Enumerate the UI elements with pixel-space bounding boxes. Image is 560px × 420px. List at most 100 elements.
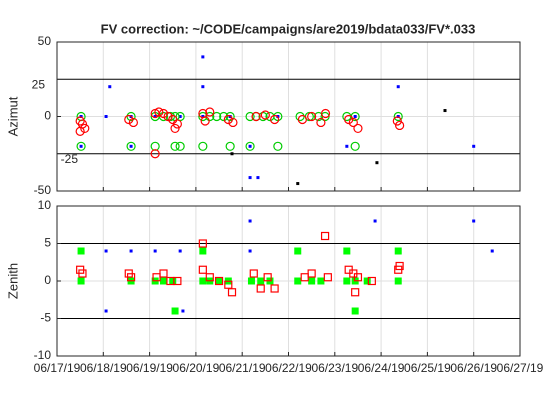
point xyxy=(443,109,447,113)
x-tick-label: 06/21/19 xyxy=(219,361,266,375)
point xyxy=(128,117,138,128)
point xyxy=(78,269,87,278)
point xyxy=(270,284,279,293)
point xyxy=(205,107,215,117)
reference-label: 25 xyxy=(32,77,46,91)
point xyxy=(198,265,207,274)
point xyxy=(159,277,167,285)
point xyxy=(395,120,405,131)
point xyxy=(273,111,283,122)
y-tick-label: -5 xyxy=(40,311,51,325)
point xyxy=(248,176,252,180)
point xyxy=(373,219,377,223)
point xyxy=(251,111,261,122)
point xyxy=(124,114,134,125)
point xyxy=(295,111,305,122)
y-tick-label: 50 xyxy=(38,34,52,48)
point xyxy=(320,231,330,241)
y-tick-label: 0 xyxy=(44,273,51,287)
point xyxy=(245,141,255,151)
point xyxy=(230,152,234,156)
point xyxy=(294,247,302,255)
point xyxy=(348,117,358,128)
x-tick-label: 06/17/19 xyxy=(34,361,81,375)
point xyxy=(351,288,360,297)
point xyxy=(256,284,265,293)
point xyxy=(225,141,235,151)
point xyxy=(129,144,133,148)
x-tick-label: 06/23/19 xyxy=(311,361,358,375)
point xyxy=(181,309,185,313)
point xyxy=(173,276,182,286)
point xyxy=(158,108,169,119)
point xyxy=(351,307,359,315)
point xyxy=(77,247,85,255)
point xyxy=(363,277,371,285)
point xyxy=(294,277,302,285)
point xyxy=(260,110,270,120)
point xyxy=(129,249,133,253)
point xyxy=(307,111,317,122)
point xyxy=(150,149,160,159)
x-tick-label: 06/20/19 xyxy=(173,361,220,375)
point xyxy=(343,277,351,285)
point xyxy=(394,277,402,285)
point xyxy=(198,239,207,248)
y-tick-label: 5 xyxy=(44,236,51,250)
point xyxy=(104,309,108,313)
point xyxy=(201,85,205,89)
point xyxy=(227,288,237,297)
point xyxy=(212,111,222,122)
point xyxy=(198,111,208,122)
point xyxy=(297,114,307,125)
point xyxy=(80,123,90,134)
x-tick-label: 06/24/19 xyxy=(358,361,405,375)
y-tick-label: -50 xyxy=(34,183,52,197)
point xyxy=(248,219,252,223)
point xyxy=(320,111,330,122)
point xyxy=(228,115,232,118)
point xyxy=(170,123,180,134)
point xyxy=(205,273,214,282)
point xyxy=(214,276,224,286)
point xyxy=(75,116,85,126)
point xyxy=(263,273,272,282)
point xyxy=(108,85,112,89)
x-tick-label: 06/26/19 xyxy=(450,361,497,375)
point xyxy=(219,111,229,122)
point xyxy=(472,219,476,223)
point xyxy=(345,144,349,148)
point xyxy=(178,249,182,253)
point xyxy=(307,269,316,278)
point xyxy=(200,116,210,126)
point xyxy=(248,249,252,253)
point xyxy=(273,141,283,151)
axes-box xyxy=(56,205,521,357)
point xyxy=(472,144,476,148)
point xyxy=(395,261,404,271)
point xyxy=(343,247,351,255)
point xyxy=(153,249,157,253)
axes-box xyxy=(56,41,521,192)
point xyxy=(228,117,238,128)
point xyxy=(353,273,363,282)
reference-label: -25 xyxy=(61,152,79,166)
point xyxy=(394,247,402,255)
point xyxy=(223,114,233,125)
point xyxy=(126,141,136,151)
chart-title: FV correction: ~/CODE/campaigns/are2019/… xyxy=(101,21,476,36)
point xyxy=(153,115,157,118)
point xyxy=(367,276,376,286)
point xyxy=(171,307,179,315)
point xyxy=(308,277,316,285)
point xyxy=(199,247,207,255)
point xyxy=(172,119,182,129)
point xyxy=(323,273,332,282)
point xyxy=(169,277,177,285)
point xyxy=(104,115,108,118)
x-tick-label: 06/18/19 xyxy=(80,361,127,375)
point xyxy=(375,161,379,165)
x-tick-label: 06/19/19 xyxy=(126,361,173,375)
